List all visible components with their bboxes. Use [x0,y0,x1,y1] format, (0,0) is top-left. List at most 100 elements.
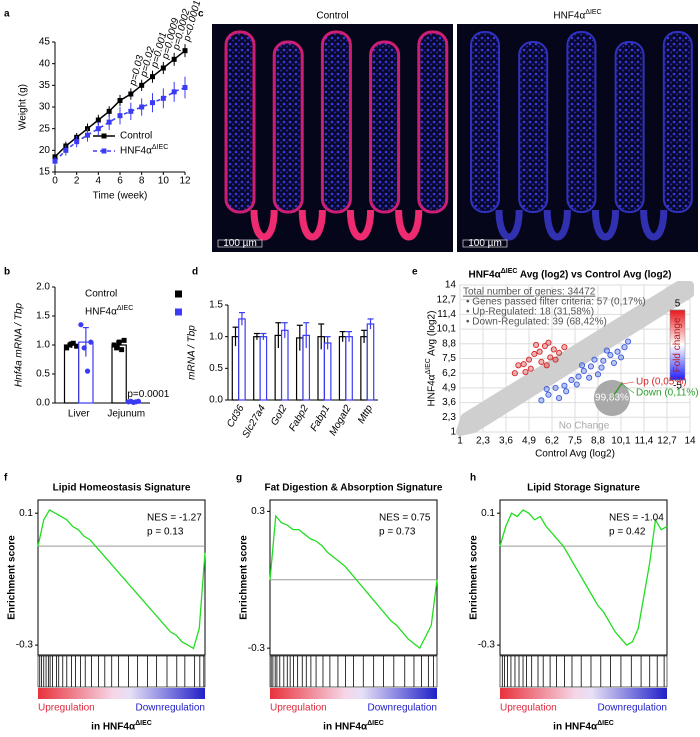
x-axis-label: in HNF4αΔIEC [323,720,384,732]
villus [614,41,645,213]
y-tick-label: 11,4 [437,309,456,320]
gene-point [587,363,594,370]
scale-bar [217,239,263,248]
legend-marker [175,308,182,316]
colorbar-tick-label: 5 [675,299,681,310]
pie-label: No Change [559,421,610,432]
x-tick-label: 12,7 [657,436,677,447]
gene-point [543,385,550,393]
marker [85,126,90,132]
data-point [64,345,70,351]
marker [150,100,155,106]
leader-line [621,381,635,385]
bar [323,342,332,401]
summary-line: • Genes passed filter criteria: 57 (0,17… [466,297,646,308]
bar [366,323,375,401]
x-tick-label: Fabp2 [287,403,311,433]
gene-point [552,356,559,363]
y-tick-label: 40 [39,58,51,69]
panel-letter: d [192,267,198,278]
colorbar-label: Fold change [672,317,683,372]
rank-colorbar [38,688,205,699]
marker [85,132,90,138]
statistic: p = 0.73 [379,527,416,538]
x-tick-label: Mogat2 [328,403,354,438]
chart-title: Fat Digestion & Absorption Signature [265,483,443,494]
rank-label: Upregulation [270,703,327,714]
marker [150,74,155,80]
rank-label: Downregulation [136,703,206,714]
rank-label: Upregulation [38,703,95,714]
x-tick-label: Jejunum [107,409,145,420]
x-tick-label: 8,8 [591,436,605,447]
summary-line: • Up-Regulated: 18 (31,58%) [466,307,594,318]
x-tick-label: Cd36 [225,403,247,430]
legend-label: Control [120,131,152,142]
y-tick-label: 2,3 [442,412,456,423]
gene-point [522,369,529,376]
marker [95,126,101,132]
gene-point [561,382,568,389]
villus [518,41,549,213]
rank-label: Upregulation [500,703,557,714]
y-tick-label: -0.3 [16,640,34,651]
y-tick-label: 0.0 [209,395,223,406]
panel-letter: h [470,473,476,484]
gene-point [579,362,586,369]
gene-point [580,367,587,374]
statistic: NES = 0.75 [379,513,431,524]
marker [95,117,101,123]
x-tick-label: 7,5 [568,436,582,447]
y-tick-label: 1.5 [36,311,50,322]
x-tick-label: 14 [684,436,696,447]
gene-point [617,354,625,361]
x-axis-label: in HNF4αΔIEC [553,720,614,732]
x-tick-label: 4 [96,176,102,187]
p-value: p=0.0001 [127,389,169,400]
pie-slice [611,382,623,399]
scale-bar-label: 100 µm [223,238,257,249]
data-point [67,342,73,348]
gene-point [621,344,628,351]
gene-point [538,397,545,404]
marker [171,89,177,95]
barcode-area [499,655,668,688]
panel-letter: e [412,267,418,278]
crypt [298,209,326,241]
x-axis-label: Time (week) [93,191,148,202]
marker [117,98,123,103]
panel-letter: f [4,473,8,484]
gene-point [591,356,598,363]
data-point [111,342,117,348]
panel-letter: a [4,9,10,20]
gene-point [552,384,559,391]
x-tick-label: 3,6 [499,436,513,447]
y-tick-label: 0.5 [209,363,223,374]
scale-bar-label: 100 µm [468,238,502,249]
villus [662,31,693,213]
y-tick-label: 4,9 [442,383,456,394]
y-axis-label: Enrichment score [239,535,250,620]
gene-point [538,358,545,365]
y-tick-label: 20 [39,145,51,156]
x-tick-label: Mttp [356,403,375,426]
y-tick-label: 1.0 [36,340,50,351]
colorbar-tick-label: -5 [673,381,682,392]
y-tick-label: 2.0 [36,282,50,293]
chart-title: Lipid Storage Signature [527,483,640,494]
image-label: Control [316,11,348,22]
plot-frame [37,499,206,656]
gene-point [547,354,554,361]
x-tick-label: 11,4 [635,436,654,447]
bar [63,344,80,404]
marker [128,108,134,114]
y-axis-label: Weight (g) [18,84,29,130]
x-tick-label: 12 [179,176,191,187]
legend-label: HNF4αΔIEC [85,305,133,317]
y-tick-label: 0.1 [481,508,495,519]
enrichment-curve [37,509,206,650]
image-label: HNF4αΔIEC [553,9,601,21]
panel-letter: g [236,473,242,484]
chart-title: Lipid Homeostasis Signature [53,483,191,494]
y-tick-label: 35 [39,80,51,91]
